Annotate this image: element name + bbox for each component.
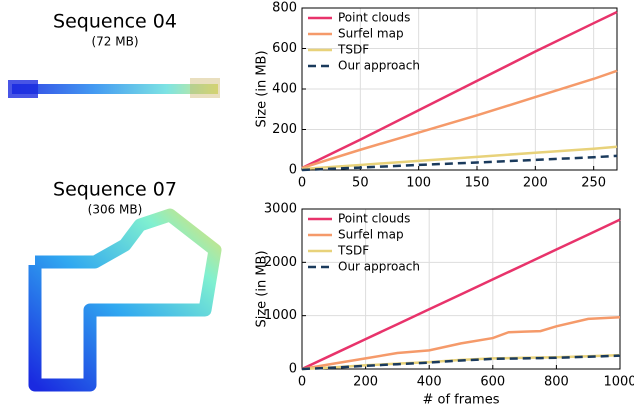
line-series: [302, 71, 617, 168]
x-tick-label: 0: [298, 375, 306, 390]
y-tick-label: 400: [272, 82, 297, 97]
legend-label: Our approach: [338, 59, 420, 73]
legend-label: Point clouds: [338, 11, 410, 25]
y-axis-label: Size (in MB): [255, 50, 270, 127]
legend-label: TSDF: [337, 43, 369, 57]
panel-title: Sequence 07: [53, 179, 177, 201]
map-image: [35, 215, 215, 385]
map-image: [8, 78, 220, 98]
legend-label: Point clouds: [338, 212, 410, 226]
y-axis-label: Size (in MB): [255, 250, 270, 327]
y-tick-label: 0: [289, 163, 297, 178]
legend-label: TSDF: [337, 244, 369, 258]
x-tick-label: 100: [406, 176, 431, 191]
x-tick-label: 200: [523, 176, 548, 191]
figure: Sequence 04 (72 MB) Sequence 07 (306 MB)…: [0, 0, 634, 412]
legend-label: Surfel map: [338, 27, 404, 41]
x-axis-label: # of frames: [422, 393, 499, 408]
line-series: [302, 220, 620, 369]
x-tick-label: 1000: [603, 375, 634, 390]
x-tick-label: 250: [581, 176, 606, 191]
y-tick-label: 3000: [264, 202, 297, 217]
legend-label: Our approach: [338, 260, 420, 274]
x-tick-label: 50: [352, 176, 369, 191]
x-tick-label: 400: [417, 375, 442, 390]
x-tick-label: 800: [544, 375, 569, 390]
x-tick-label: 150: [465, 176, 490, 191]
y-tick-label: 200: [272, 122, 297, 137]
y-tick-label: 600: [272, 41, 297, 56]
y-tick-label: 800: [272, 1, 297, 16]
x-tick-label: 0: [298, 176, 306, 191]
x-tick-label: 200: [353, 375, 378, 390]
panel-subtitle: (306 MB): [88, 203, 143, 217]
line-series: [302, 147, 617, 169]
y-tick-label: 0: [289, 362, 297, 377]
panel-title: Sequence 04: [53, 11, 177, 33]
panel-subtitle: (72 MB): [91, 35, 138, 49]
x-tick-label: 600: [480, 375, 505, 390]
legend-label: Surfel map: [338, 228, 404, 242]
